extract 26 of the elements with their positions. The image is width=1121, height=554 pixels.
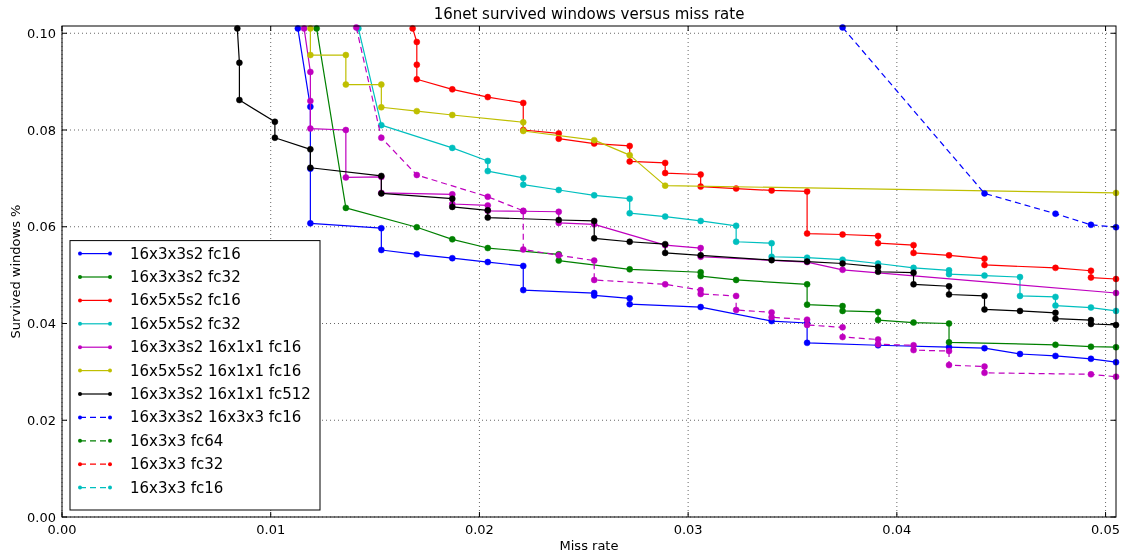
x-tick-label: 0.05 xyxy=(1091,522,1121,537)
x-tick-label: 0.04 xyxy=(882,522,912,537)
x-tick-label: 0.02 xyxy=(464,522,494,537)
y-tick-label: 0.10 xyxy=(27,25,56,41)
legend-label: 16x5x5s2 16x1x1 fc16 xyxy=(130,361,302,380)
y-tick-label: 0.06 xyxy=(27,219,56,235)
x-tick-label: 0.00 xyxy=(47,522,77,537)
x-tick-label: 0.03 xyxy=(673,522,703,537)
legend-label: 16x3x3s2 16x3x3 fc16 xyxy=(130,408,302,427)
legend-label: 16x5x5s2 fc16 xyxy=(130,291,241,310)
x-axis-title: Miss rate xyxy=(559,538,619,553)
legend-label: 16x3x3s2 16x1x1 fc512 xyxy=(130,385,311,403)
y-tick-label: 0.00 xyxy=(27,509,56,525)
legend-label: 16x3x3s2 fc32 xyxy=(130,268,241,286)
chart-title: 16net survived windows versus miss rate xyxy=(433,5,745,23)
legend-label: 16x3x3 fc64 xyxy=(130,431,224,450)
legend-label: 16x3x3s2 fc16 xyxy=(130,244,241,263)
y-axis-title: Survived windows % xyxy=(8,204,23,339)
legend-label: 16x3x3s2 16x1x1 fc16 xyxy=(130,338,302,357)
legend-label: 16x3x3 fc32 xyxy=(130,455,224,474)
y-tick-label: 0.02 xyxy=(27,412,56,428)
legend-label: 16x5x5s2 fc32 xyxy=(130,314,241,333)
y-tick-label: 0.04 xyxy=(27,316,56,331)
y-tick-label: 0.08 xyxy=(27,122,56,138)
x-tick-label: 0.01 xyxy=(256,522,286,537)
legend-label: 16x3x3 fc16 xyxy=(130,478,224,497)
